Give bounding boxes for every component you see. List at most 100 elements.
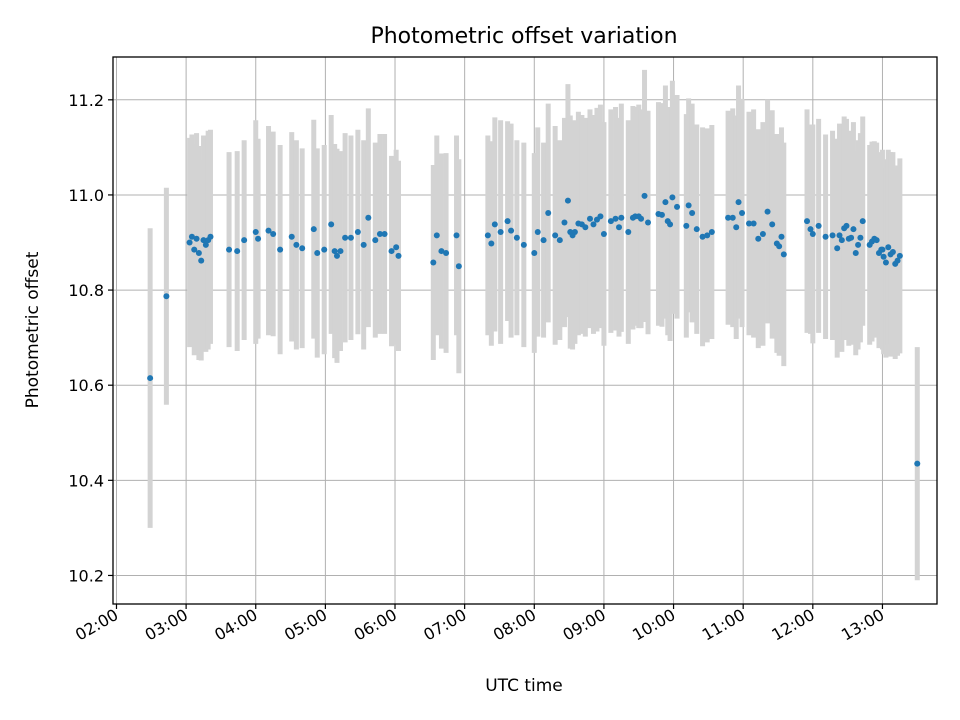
data-point: [328, 221, 335, 228]
error-bars: [147, 69, 920, 581]
data-point: [850, 226, 857, 233]
x-tick-label: 05:00: [281, 605, 330, 645]
data-point: [776, 243, 783, 250]
data-point: [534, 229, 541, 236]
data-point: [815, 222, 822, 229]
data-point: [497, 229, 504, 236]
data-point: [683, 222, 690, 229]
y-tick-label: 11.2: [68, 91, 104, 110]
data-point: [618, 214, 625, 221]
x-tick-label: 13:00: [838, 605, 887, 645]
y-tick-label: 11.0: [68, 186, 104, 205]
data-point: [735, 199, 742, 206]
data-point: [778, 233, 785, 240]
data-point: [314, 249, 321, 256]
data-point: [857, 234, 864, 241]
data-point: [889, 249, 896, 256]
data-point: [455, 263, 462, 270]
data-point: [859, 218, 866, 225]
data-point: [188, 233, 195, 240]
data-point: [561, 219, 568, 226]
data-point: [333, 252, 340, 259]
data-point: [293, 241, 300, 248]
data-point: [520, 241, 527, 248]
data-point: [443, 249, 450, 256]
data-point: [880, 253, 887, 260]
data-point: [873, 237, 880, 244]
data-point: [504, 218, 511, 225]
data-point: [381, 230, 388, 237]
x-tick-label: 07:00: [420, 605, 469, 645]
data-point: [780, 251, 787, 258]
data-point: [693, 226, 700, 233]
data-point: [453, 232, 460, 239]
data-point: [669, 194, 676, 201]
data-point: [745, 220, 752, 227]
data-point: [299, 245, 306, 252]
data-point: [704, 232, 711, 239]
data-point: [372, 237, 379, 244]
data-point: [885, 244, 892, 251]
data-point: [342, 234, 349, 241]
data-point: [769, 221, 776, 228]
y-tick-label: 10.8: [68, 281, 104, 300]
data-point: [809, 230, 816, 237]
x-tick-label: 12:00: [768, 605, 817, 645]
data-point: [347, 234, 354, 241]
data-point: [699, 233, 706, 240]
data-point: [804, 218, 811, 225]
data-point: [882, 259, 889, 266]
data-point: [321, 246, 328, 253]
data-point: [376, 230, 383, 237]
data-point: [641, 192, 648, 199]
data-point: [288, 233, 295, 240]
data-point: [433, 232, 440, 239]
data-point: [508, 227, 515, 234]
data-point: [822, 233, 829, 240]
data-point: [556, 237, 563, 244]
data-point: [193, 235, 200, 242]
data-point: [607, 218, 614, 225]
data-point: [894, 257, 901, 264]
data-point: [163, 293, 170, 300]
x-tick-label: 06:00: [351, 605, 400, 645]
data-point: [755, 235, 762, 242]
data-point: [147, 375, 154, 382]
data-point: [186, 239, 193, 246]
data-point: [265, 227, 272, 234]
data-point: [331, 248, 338, 255]
data-point: [360, 241, 367, 248]
data-point: [855, 241, 862, 248]
data-point: [836, 232, 843, 239]
data-point: [807, 226, 814, 233]
data-point: [879, 246, 886, 253]
data-point: [729, 214, 736, 221]
data-point: [277, 246, 284, 253]
x-tick-label: 10:00: [629, 605, 678, 645]
data-point: [195, 249, 202, 256]
data-point: [488, 240, 495, 247]
data-point: [337, 248, 344, 255]
data-point: [191, 246, 198, 253]
data-point: [395, 252, 402, 259]
data-point: [207, 233, 214, 240]
data-point: [708, 229, 715, 236]
chart-title: Photometric offset variation: [370, 24, 677, 49]
data-point: [226, 246, 233, 253]
data-point: [513, 234, 520, 241]
data-point: [645, 219, 652, 226]
data-point: [582, 224, 589, 231]
data-point: [388, 248, 395, 255]
data-point: [491, 221, 498, 228]
x-tick-label: 03:00: [142, 605, 191, 645]
data-point: [848, 234, 855, 241]
data-point: [354, 229, 361, 236]
x-tick-label: 11:00: [699, 605, 748, 645]
data-point: [365, 214, 372, 221]
data-point: [625, 229, 632, 236]
data-point: [571, 229, 578, 236]
data-point: [764, 208, 771, 215]
data-point: [896, 252, 903, 259]
y-tick-label: 10.6: [68, 376, 104, 395]
y-axis-label: Photometric offset: [23, 251, 43, 408]
